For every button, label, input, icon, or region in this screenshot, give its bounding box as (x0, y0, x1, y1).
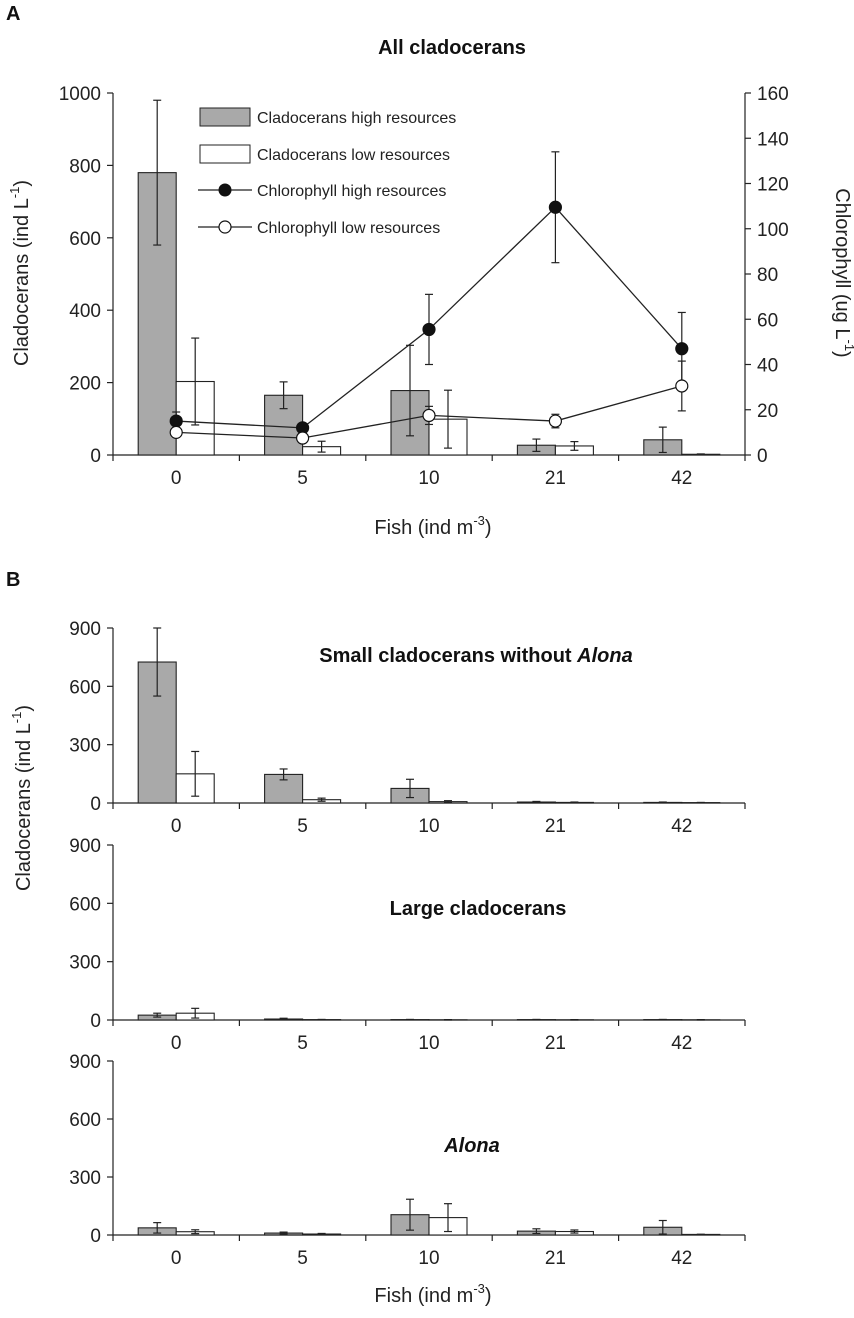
chart-a-legend: Cladocerans high resources Cladocerans l… (198, 107, 456, 237)
chart-b2-ytick-label: 600 (69, 894, 101, 915)
chart-a-ytick-label: 1000 (59, 84, 101, 105)
chart-a-point-chl-high (169, 414, 183, 428)
chart-a-ylabel-main: Cladocerans (ind L (11, 198, 33, 366)
chart-a-ytick-label: 400 (69, 301, 101, 322)
chart-b1-bar-high (264, 773, 304, 804)
legend-marker-chl-low (218, 220, 232, 234)
chart-b-ylabel-sup: -1 (9, 712, 24, 724)
chart-a-ylabel: Cladocerans (ind L-1) (7, 180, 33, 366)
chart-b-ylabel: Cladocerans (ind L-1) (9, 705, 35, 891)
chart-b2-title: Large cladocerans (390, 898, 567, 920)
chart-a-bar-high (137, 172, 177, 456)
chart-a-y2tick-label: 140 (757, 129, 789, 150)
chart-a-point-chl-low (296, 431, 310, 445)
chart-a-y2tick-label: 160 (757, 84, 789, 105)
chart-a-xlabel-end: ) (485, 517, 492, 539)
chart-a-xtick-label: 5 (297, 468, 308, 489)
chart-b3-xtick-label: 42 (671, 1248, 692, 1269)
panel-letter-a: A (6, 3, 20, 25)
chart-b3-title-italic: Alona (443, 1135, 500, 1157)
chart-a-ylabel-end: ) (11, 180, 33, 187)
chart-a-ytick-label: 600 (69, 229, 101, 250)
chart-a-y2tick-label: 100 (757, 220, 789, 241)
legend-label-chl-high: Chlorophyll high resources (257, 183, 446, 200)
chart-b1-xtick-label: 10 (418, 816, 439, 837)
chart-a-point-chl-high (548, 200, 563, 214)
chart-b1-ytick-label: 900 (69, 619, 101, 640)
chart-a-y2tick-label: 120 (757, 175, 789, 196)
chart-a-title: All cladocerans (378, 37, 526, 59)
chart-a-point-chl-low (169, 425, 183, 439)
legend-swatch-low-bar (199, 144, 251, 164)
panel-letter-b: B (6, 569, 20, 591)
chart-a-xtick-label: 21 (545, 468, 566, 489)
chart-a-y2label-sup: -1 (842, 339, 854, 351)
chart-b3-xtick-label: 10 (418, 1248, 439, 1269)
chart-a-xlabel-main: Fish (ind m (374, 517, 473, 539)
chart-b3-ytick-label: 600 (69, 1110, 101, 1131)
chart-b1-xtick-label: 42 (671, 816, 692, 837)
chart-b-xlabel-main: Fish (ind m (374, 1285, 473, 1307)
chart-a-xlabel-sup: -3 (473, 513, 485, 528)
chart-b3-ytick-label: 300 (69, 1168, 101, 1189)
chart-a-ylabel-sup: -1 (7, 187, 22, 199)
chart-b2-xtick-label: 21 (545, 1033, 566, 1054)
chart-a-y2tick-label: 20 (757, 401, 778, 422)
chart-a-point-chl-low (675, 379, 689, 393)
legend-label-chl-low: Chlorophyll low resources (257, 220, 440, 237)
chart-b2-ytick-label: 0 (90, 1011, 101, 1032)
chart-b3-ytick-label: 0 (90, 1226, 101, 1247)
chart-b2-xtick-label: 10 (418, 1033, 439, 1054)
chart-b1-ytick-label: 600 (69, 677, 101, 698)
chart-b-ylabel-main: Cladocerans (ind L (13, 723, 35, 891)
chart-a-y2tick-label: 40 (757, 356, 778, 377)
chart-b2-xtick-label: 0 (171, 1033, 182, 1054)
chart-a-xtick-label: 42 (671, 468, 692, 489)
chart-b3-xtick-label: 21 (545, 1248, 566, 1269)
chart-a-y2label-end: ) (831, 351, 853, 358)
chart-b-xlabel-sup: -3 (473, 1281, 485, 1296)
chart-a-point-chl-low (548, 414, 563, 428)
chart-b1-ytick-label: 0 (90, 794, 101, 815)
chart-b-xlabel-end: ) (485, 1285, 492, 1307)
legend-label-low-bar: Cladocerans low resources (257, 147, 450, 164)
chart-a-xtick-label: 0 (171, 468, 182, 489)
chart-b-ylabel-end: ) (13, 705, 35, 712)
chart-b2-xtick-label: 5 (297, 1033, 308, 1054)
legend-label-high-bar: Cladocerans high resources (257, 110, 456, 127)
chart-a-xlabel: Fish (ind m-3) (374, 513, 491, 539)
chart-b3-title: Alona (443, 1135, 500, 1157)
legend-marker-chl-high (218, 183, 232, 197)
chart-a-point-chl-low (422, 408, 436, 423)
chart-a-y2label: Chlorophyll (ug L-1) (831, 188, 854, 357)
chart-a-y2tick-label: 60 (757, 310, 778, 331)
chart-b1-title-italic: Alona (576, 645, 633, 667)
chart-a-point-chl-high (675, 342, 689, 356)
chart-b-xlabel: Fish (ind m-3) (374, 1281, 491, 1307)
chart-b1-xtick-label: 21 (545, 816, 566, 837)
chart-a-ytick-label: 200 (69, 374, 101, 395)
chart-b2-ytick-label: 900 (69, 836, 101, 857)
chart-a-y2tick-label: 0 (757, 446, 768, 467)
chart-b3-xtick-label: 0 (171, 1248, 182, 1269)
chart-b1-title: Small cladocerans without Alona (319, 645, 632, 667)
chart-b1-xtick-label: 5 (297, 816, 308, 837)
legend-swatch-high-bar (199, 107, 251, 127)
chart-a-y2label-main: Chlorophyll (ug L (831, 188, 853, 339)
chart-b2-ytick-label: 300 (69, 953, 101, 974)
chart-b2-xtick-label: 42 (671, 1033, 692, 1054)
chart-a-ytick-label: 800 (69, 156, 101, 177)
chart-b1-ytick-label: 300 (69, 736, 101, 757)
chart-b1-title-main: Small cladocerans without (319, 645, 577, 667)
chart-b3-ytick-label: 900 (69, 1052, 101, 1073)
chart-a-point-chl-high (422, 322, 436, 337)
chart-a-ytick-label: 0 (90, 446, 101, 467)
chart-b1-xtick-label: 0 (171, 816, 182, 837)
chart-a-y2tick-label: 80 (757, 265, 778, 286)
chart-b3-xtick-label: 5 (297, 1248, 308, 1269)
chart-a-xtick-label: 10 (418, 468, 439, 489)
